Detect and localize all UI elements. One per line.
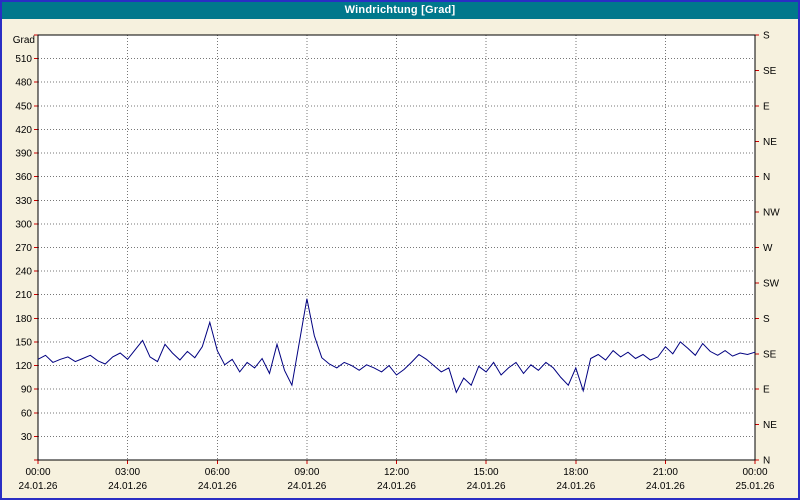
- svg-text:180: 180: [15, 314, 32, 325]
- svg-text:18:00: 18:00: [563, 467, 588, 478]
- svg-text:390: 390: [15, 149, 32, 160]
- vertical-gridlines: [127, 35, 666, 460]
- svg-text:24.01.26: 24.01.26: [19, 481, 58, 492]
- chart-svg: Grad 30 60 90 120 150 180 210 240 270 300 330 360 390…: [13, 31, 780, 493]
- svg-text:510: 510: [15, 54, 32, 65]
- svg-text:120: 120: [15, 361, 32, 372]
- svg-text:NE: NE: [763, 420, 777, 431]
- svg-text:240: 240: [15, 267, 32, 278]
- svg-text:03:00: 03:00: [115, 467, 140, 478]
- svg-text:330: 330: [15, 196, 32, 207]
- svg-text:E: E: [763, 101, 770, 112]
- svg-text:E: E: [763, 385, 770, 396]
- svg-text:420: 420: [15, 125, 32, 136]
- y-axis-right-labels: S SE E NE N NW W SW S SE E NE N: [763, 31, 780, 467]
- svg-text:24.01.26: 24.01.26: [377, 481, 416, 492]
- svg-text:24.01.26: 24.01.26: [467, 481, 506, 492]
- svg-text:12:00: 12:00: [384, 467, 409, 478]
- svg-text:25.01.26: 25.01.26: [736, 481, 775, 492]
- svg-text:09:00: 09:00: [294, 467, 319, 478]
- svg-text:24.01.26: 24.01.26: [198, 481, 237, 492]
- svg-text:21:00: 21:00: [653, 467, 678, 478]
- x-axis-labels: 00:00 24.01.26 03:00 24.01.26 06:00 24.01.26 0…: [19, 467, 775, 492]
- y-axis-left-labels: Grad 30 60 90 120 150 180 210 240 270 300 330 360 390…: [13, 35, 35, 443]
- svg-text:00:00: 00:00: [742, 467, 767, 478]
- svg-text:SW: SW: [763, 278, 780, 289]
- svg-text:S: S: [763, 314, 770, 325]
- svg-text:300: 300: [15, 219, 32, 230]
- svg-text:90: 90: [21, 385, 33, 396]
- svg-text:SE: SE: [763, 349, 777, 360]
- svg-text:24.01.26: 24.01.26: [287, 481, 326, 492]
- svg-text:30: 30: [21, 432, 33, 443]
- svg-text:NW: NW: [763, 208, 780, 219]
- plot-frame: [37, 34, 756, 461]
- svg-text:480: 480: [15, 78, 32, 89]
- svg-text:06:00: 06:00: [205, 467, 230, 478]
- svg-text:450: 450: [15, 101, 32, 112]
- svg-text:150: 150: [15, 337, 32, 348]
- axis-ticks: [34, 34, 759, 464]
- svg-text:NE: NE: [763, 137, 777, 148]
- svg-text:24.01.26: 24.01.26: [108, 481, 147, 492]
- svg-text:24.01.26: 24.01.26: [556, 481, 595, 492]
- svg-text:15:00: 15:00: [474, 467, 499, 478]
- svg-text:60: 60: [21, 408, 33, 419]
- svg-text:S: S: [763, 31, 770, 42]
- wind-direction-line: [37, 298, 756, 394]
- svg-text:00:00: 00:00: [25, 467, 50, 478]
- horizontal-gridlines: [38, 58, 755, 437]
- svg-text:270: 270: [15, 243, 32, 254]
- chart-area: Grad 30 60 90 120 150 180 210 240 270 300 330 360 390…: [2, 19, 798, 498]
- svg-text:N: N: [763, 172, 770, 183]
- svg-text:SE: SE: [763, 66, 777, 77]
- svg-text:24.01.26: 24.01.26: [646, 481, 685, 492]
- svg-text:W: W: [763, 243, 773, 254]
- svg-text:210: 210: [15, 290, 32, 301]
- svg-text:Grad: Grad: [13, 35, 35, 46]
- window-title: Windrichtung [Grad]: [2, 2, 798, 19]
- svg-text:360: 360: [15, 172, 32, 183]
- svg-text:N: N: [763, 456, 770, 467]
